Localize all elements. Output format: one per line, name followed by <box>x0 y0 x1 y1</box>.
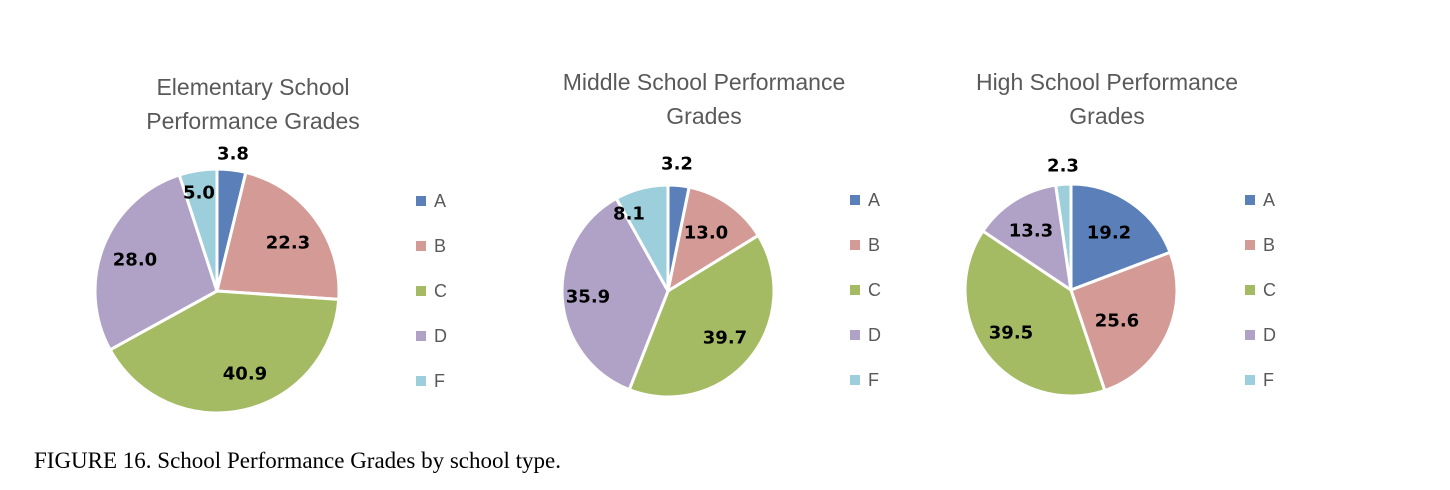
slice-label-f: 2.3 <box>1047 156 1079 177</box>
legend-label-f: F <box>434 371 445 391</box>
legend-label-b: B <box>1263 235 1275 255</box>
pie-chart-2: Middle School Performance Grades 3.2 13.0 39… <box>560 69 881 399</box>
legend-label-a: A <box>1263 190 1275 210</box>
pie-slice-c <box>963 229 1107 398</box>
slice-label-c: 40.9 <box>223 364 267 385</box>
pie-slice-a <box>1069 182 1172 292</box>
figure-caption: FIGURE 16. School Performance Grades by … <box>34 448 561 473</box>
legend-label-a: A <box>868 190 880 210</box>
slice-label-b: 22.3 <box>266 233 310 254</box>
chart-title-line: Middle School Performance <box>563 69 846 95</box>
chart-title-line: Grades <box>1069 103 1144 129</box>
slice-label-f: 5.0 <box>183 183 215 204</box>
slice-label-c: 39.7 <box>703 328 747 349</box>
legend-swatch-f <box>850 375 860 385</box>
slice-label-a: 3.2 <box>661 154 693 175</box>
slice-label-d: 13.3 <box>1009 221 1053 242</box>
legend-label-c: C <box>1263 280 1276 300</box>
legend-label-c: C <box>868 280 881 300</box>
chart-title-line: Elementary School <box>156 74 349 100</box>
legend-swatch-f <box>1245 375 1255 385</box>
legend-label-b: B <box>434 236 446 256</box>
pie-chart-3: High School Performance Grades 19.2 25.6 39.… <box>963 69 1276 398</box>
slice-label-c: 39.5 <box>989 323 1033 344</box>
pie-slice-b <box>666 185 760 293</box>
legend-swatch-b <box>416 241 426 251</box>
chart-title-line: High School Performance <box>976 69 1238 95</box>
legend-swatch-c <box>850 285 860 295</box>
legend-label-b: B <box>868 235 880 255</box>
legend-swatch-f <box>416 376 426 386</box>
legend-swatch-c <box>1245 285 1255 295</box>
slice-label-b: 25.6 <box>1095 311 1139 332</box>
slice-label-d: 28.0 <box>113 250 157 271</box>
legend-label-f: F <box>868 370 879 390</box>
legend-swatch-b <box>850 240 860 250</box>
legend-swatch-d <box>850 330 860 340</box>
legend-swatch-a <box>1245 195 1255 205</box>
slice-label-d: 35.9 <box>566 287 610 308</box>
pie-chart-1: Elementary School Performance Grades 3.8 22… <box>93 74 447 415</box>
slice-label-b: 13.0 <box>684 223 728 244</box>
pie-slice-d <box>93 173 219 352</box>
legend-label-f: F <box>1263 370 1274 390</box>
legend-swatch-b <box>1245 240 1255 250</box>
legend-label-d: D <box>1263 325 1276 345</box>
slice-label-a: 3.8 <box>217 144 249 165</box>
legend-label-d: D <box>868 325 881 345</box>
pie-slice-f <box>614 183 670 293</box>
chart-title-line: Performance Grades <box>146 108 359 134</box>
slice-label-a: 19.2 <box>1087 223 1131 244</box>
pie-slice-f <box>1054 182 1073 292</box>
pie-slice-d <box>981 183 1073 292</box>
chart-title-line: Grades <box>666 103 741 129</box>
legend-swatch-d <box>1245 330 1255 340</box>
pie-slice-b <box>215 170 341 301</box>
legend-swatch-c <box>416 286 426 296</box>
legend-label-a: A <box>434 191 446 211</box>
legend-label-c: C <box>434 281 447 301</box>
pie-slice-c <box>108 289 341 415</box>
pie-slice-f <box>177 167 219 293</box>
legend-swatch-a <box>850 195 860 205</box>
slice-label-f: 8.1 <box>613 204 645 225</box>
pie-slice-b <box>1069 250 1179 392</box>
legend-label-d: D <box>434 326 447 346</box>
legend-swatch-d <box>416 331 426 341</box>
pie-slice-c <box>627 233 776 399</box>
legend-swatch-a <box>416 196 426 206</box>
